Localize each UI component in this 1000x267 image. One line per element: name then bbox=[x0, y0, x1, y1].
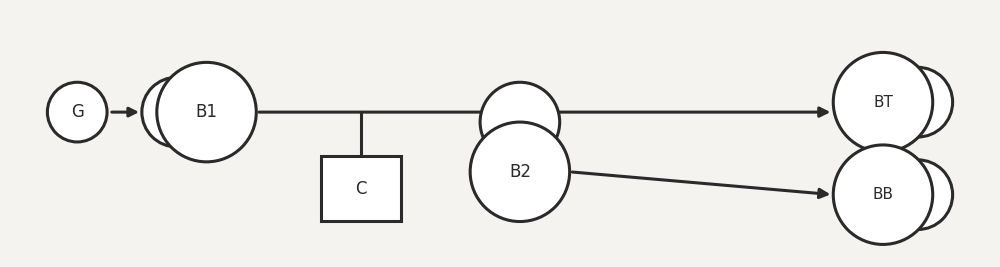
Text: BB: BB bbox=[872, 187, 893, 202]
Circle shape bbox=[833, 145, 933, 244]
Circle shape bbox=[47, 82, 107, 142]
Text: B2: B2 bbox=[509, 163, 531, 181]
Circle shape bbox=[883, 67, 953, 137]
Bar bbox=[321, 156, 401, 221]
Circle shape bbox=[833, 52, 933, 152]
Circle shape bbox=[470, 122, 570, 222]
Text: B1: B1 bbox=[196, 103, 218, 121]
Text: G: G bbox=[71, 103, 84, 121]
Circle shape bbox=[157, 62, 256, 162]
Text: BT: BT bbox=[873, 95, 893, 110]
Circle shape bbox=[883, 160, 953, 230]
Circle shape bbox=[480, 82, 560, 162]
Circle shape bbox=[142, 77, 212, 147]
Text: C: C bbox=[355, 180, 366, 198]
